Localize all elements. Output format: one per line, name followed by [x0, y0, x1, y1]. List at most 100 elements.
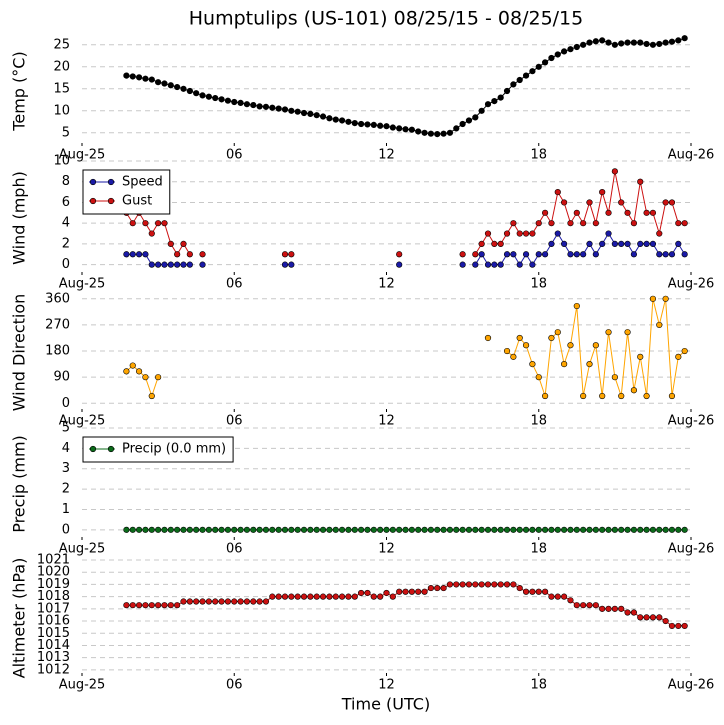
data-point — [510, 353, 517, 360]
data-point — [155, 261, 162, 268]
data-point — [567, 342, 574, 349]
data-point — [174, 83, 181, 91]
y-tick-label: 1013 — [37, 650, 70, 665]
data-point — [662, 39, 669, 46]
data-point — [281, 251, 289, 258]
y-tick-label: 8 — [62, 174, 70, 189]
data-point — [288, 107, 295, 114]
data-point — [561, 240, 568, 248]
data-point — [605, 526, 612, 533]
data-point — [256, 526, 263, 533]
data-point — [440, 584, 447, 592]
data-point — [668, 622, 676, 630]
data-point — [421, 129, 428, 136]
data-point — [440, 526, 447, 533]
data-point — [503, 230, 511, 237]
data-point — [155, 526, 162, 533]
data-point — [649, 295, 657, 302]
data-point — [522, 526, 530, 533]
data-point — [637, 353, 644, 360]
data-point — [224, 97, 232, 104]
data-point — [161, 220, 168, 227]
data-point — [491, 526, 498, 533]
data-point — [668, 251, 676, 258]
x-tick-label: Aug-25 — [59, 414, 106, 429]
data-point — [503, 526, 511, 533]
data-point — [396, 261, 403, 268]
data-point — [281, 526, 289, 533]
data-point — [345, 593, 352, 600]
data-point — [472, 114, 479, 121]
data-point — [561, 526, 568, 533]
data-point — [389, 124, 396, 131]
data-point — [396, 588, 403, 595]
data-point — [237, 526, 244, 533]
data-point — [668, 199, 676, 206]
data-point — [535, 374, 542, 381]
data-point — [459, 526, 466, 533]
x-tick-label: Aug-26 — [668, 678, 715, 693]
y-tick-label: 360 — [45, 291, 70, 306]
data-point — [561, 48, 568, 55]
data-point — [199, 526, 206, 533]
series-line — [126, 37, 685, 135]
data-point — [554, 593, 561, 600]
data-point — [472, 526, 479, 533]
data-point — [510, 251, 517, 258]
data-point — [142, 602, 149, 609]
data-point — [522, 72, 530, 79]
data-point — [250, 598, 257, 605]
legend-label: Speed — [122, 175, 163, 190]
data-point — [307, 110, 314, 117]
data-point — [681, 622, 688, 630]
data-point — [338, 593, 346, 600]
data-point — [484, 581, 492, 588]
data-point — [148, 526, 155, 533]
legend-label: Gust — [122, 194, 152, 209]
data-point — [580, 392, 587, 400]
y-tick-label: 90 — [53, 370, 70, 385]
data-point — [402, 526, 409, 533]
data-point — [573, 602, 580, 609]
data-point — [681, 251, 688, 258]
data-point — [599, 526, 606, 533]
data-point — [662, 617, 669, 625]
data-point — [586, 361, 593, 368]
data-point — [389, 593, 396, 600]
data-point — [453, 125, 460, 132]
data-point — [599, 240, 606, 248]
legend-marker — [107, 197, 115, 205]
data-point — [662, 526, 669, 533]
x-tick-label: 06 — [226, 678, 243, 693]
x-tick-label: Aug-26 — [668, 148, 715, 163]
data-point — [307, 526, 314, 533]
x-tick-label: Aug-25 — [59, 148, 106, 163]
data-point — [503, 581, 511, 588]
data-point — [319, 113, 327, 120]
y-tick-label: 4 — [62, 441, 70, 456]
data-point — [351, 526, 358, 533]
data-point — [586, 602, 593, 609]
data-point — [554, 188, 561, 196]
data-point — [193, 598, 200, 605]
data-point — [275, 593, 282, 600]
data-point — [573, 302, 580, 310]
data-point — [675, 526, 682, 533]
data-point — [681, 220, 688, 227]
data-point — [516, 334, 523, 342]
data-point — [402, 126, 409, 133]
data-point — [427, 526, 435, 533]
data-point — [205, 526, 212, 533]
data-point — [605, 209, 612, 216]
data-point — [421, 588, 428, 595]
data-point — [199, 598, 206, 605]
data-point — [624, 240, 631, 248]
data-point — [599, 37, 606, 44]
x-tick-label: 18 — [530, 678, 547, 693]
y-tick-label: 180 — [45, 344, 70, 359]
y-tick-label: 6 — [62, 195, 70, 210]
data-point — [611, 240, 618, 248]
data-point — [529, 261, 536, 268]
data-point — [656, 526, 663, 533]
data-point — [484, 261, 492, 268]
